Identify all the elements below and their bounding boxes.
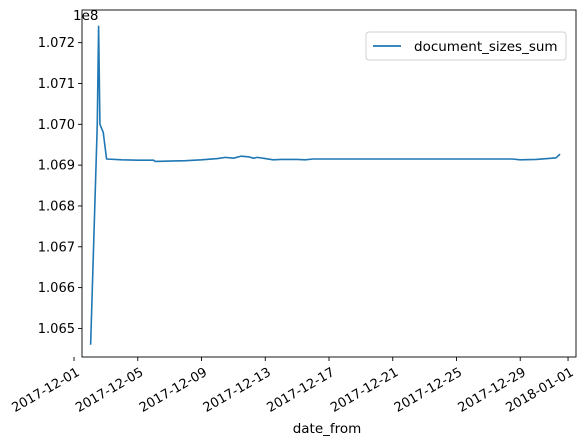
x-axis-label: date_from xyxy=(293,421,362,437)
x-tick-label: 2017-12-13 xyxy=(201,365,274,416)
x-tick-label: 2017-12-01 xyxy=(9,365,82,416)
y-tick-label: 1.072 xyxy=(38,36,75,51)
x-tick-label: 2017-12-21 xyxy=(328,365,401,416)
x-tick-label: 2017-12-05 xyxy=(73,365,146,416)
y-tick-label: 1.071 xyxy=(38,77,75,92)
legend-label-document-sizes-sum: document_sizes_sum xyxy=(414,39,558,55)
y-tick-label: 1.068 xyxy=(38,199,75,214)
y-tick-label: 1.069 xyxy=(38,159,75,174)
plot-layer xyxy=(89,25,561,345)
x-tick-label: 2017-12-17 xyxy=(264,365,337,416)
series-line-document-sizes-sum xyxy=(89,25,561,345)
x-tick-label: 2017-12-25 xyxy=(392,365,465,416)
x-tick-label: 2017-12-09 xyxy=(137,365,210,416)
y-offset-label: 1e8 xyxy=(73,8,98,24)
axes-frame xyxy=(81,9,577,358)
y-tick-label: 1.065 xyxy=(38,322,75,337)
y-tick-label: 1.070 xyxy=(38,118,75,133)
legend-box xyxy=(365,31,567,61)
legend: document_sizes_sum xyxy=(365,31,567,61)
y-tick-label: 1.066 xyxy=(38,281,75,296)
y-tick-label: 1.067 xyxy=(38,240,75,255)
